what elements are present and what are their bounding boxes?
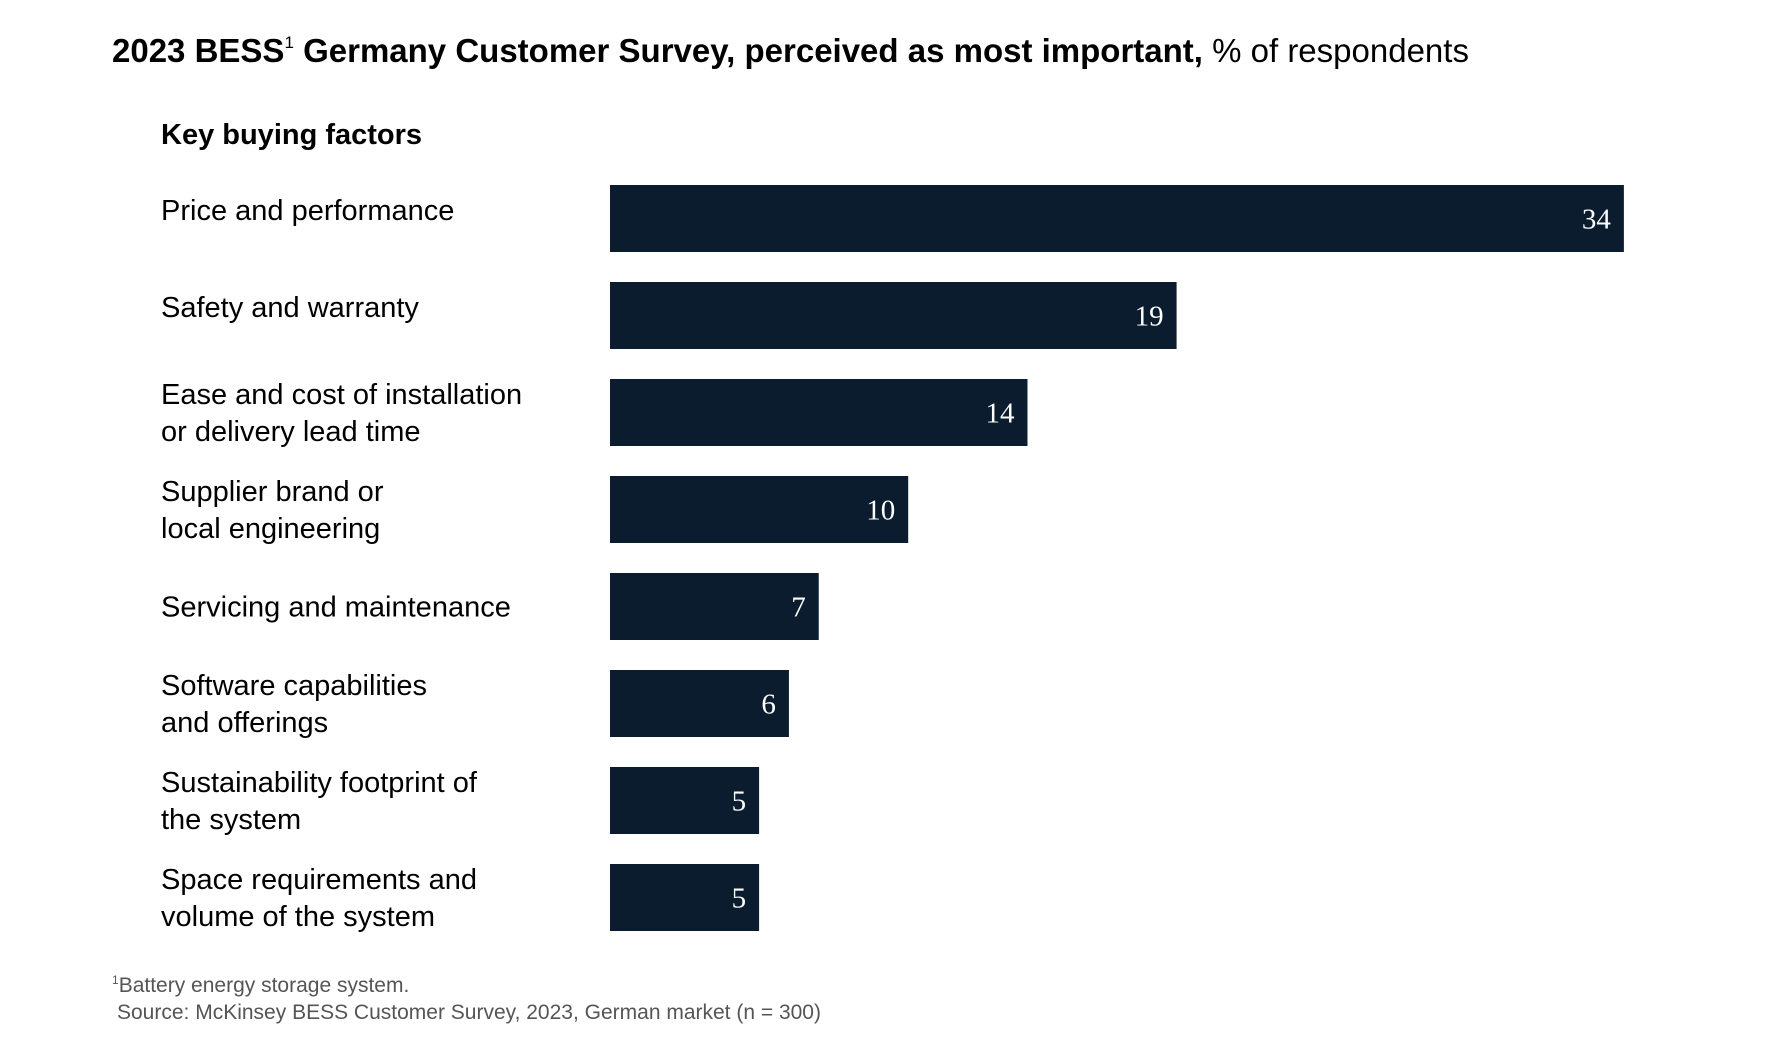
bar-4 — [610, 476, 909, 543]
category-label-7: Sustainability footprint of the system — [161, 767, 478, 836]
bar-5 — [610, 573, 819, 640]
category-label-5: Servicing and maintenance — [161, 592, 511, 624]
category-label-3: Ease and cost of installation or delivery… — [161, 379, 522, 448]
source-note: Source: McKinsey BESS Customer Survey, 2… — [117, 1001, 821, 1024]
footnote: 1Battery energy storage system. — [112, 972, 409, 999]
title-bold-part: 2023 BESS — [112, 32, 285, 69]
value-label-7: 5 — [732, 786, 747, 818]
value-label-4: 10 — [866, 495, 895, 527]
column-header: Key buying factors — [161, 119, 422, 151]
title-unit: % of respondents — [1202, 32, 1469, 69]
value-label-6: 6 — [761, 689, 776, 721]
bar-2 — [610, 282, 1177, 349]
title-bold-part-2: Germany Customer Survey, perceived as mo… — [293, 32, 1203, 69]
bar-8 — [610, 864, 760, 931]
footnote-text: Battery energy storage system. — [118, 974, 410, 997]
category-label-2: Safety and warranty — [161, 292, 419, 324]
title-footnote-marker: 1 — [284, 33, 294, 52]
value-label-1: 34 — [1582, 204, 1612, 236]
category-label-4: Supplier brand or local engineering — [161, 476, 384, 545]
footnote-marker: 1 — [112, 973, 119, 987]
value-label-5: 7 — [791, 592, 806, 624]
bars-group: 34 Price and performance 19 Safety and warr… — [161, 185, 1624, 933]
value-label-8: 5 — [732, 883, 747, 915]
chart-title: 2023 BESS1 Germany Customer Survey, perc… — [112, 28, 1469, 74]
bar-chart: Key buying factors 34 Price and performan… — [161, 119, 1624, 933]
category-label-1: Price and performance — [161, 195, 454, 227]
category-label-8: Space requirements and volume of the syst… — [161, 864, 477, 933]
bar-6 — [610, 670, 789, 737]
value-label-3: 14 — [985, 398, 1015, 430]
value-label-2: 19 — [1135, 301, 1164, 333]
bar-7 — [610, 767, 760, 834]
bar-3 — [610, 379, 1028, 446]
category-label-6: Software capabilities and offerings — [161, 670, 427, 739]
bar-1 — [610, 185, 1624, 252]
